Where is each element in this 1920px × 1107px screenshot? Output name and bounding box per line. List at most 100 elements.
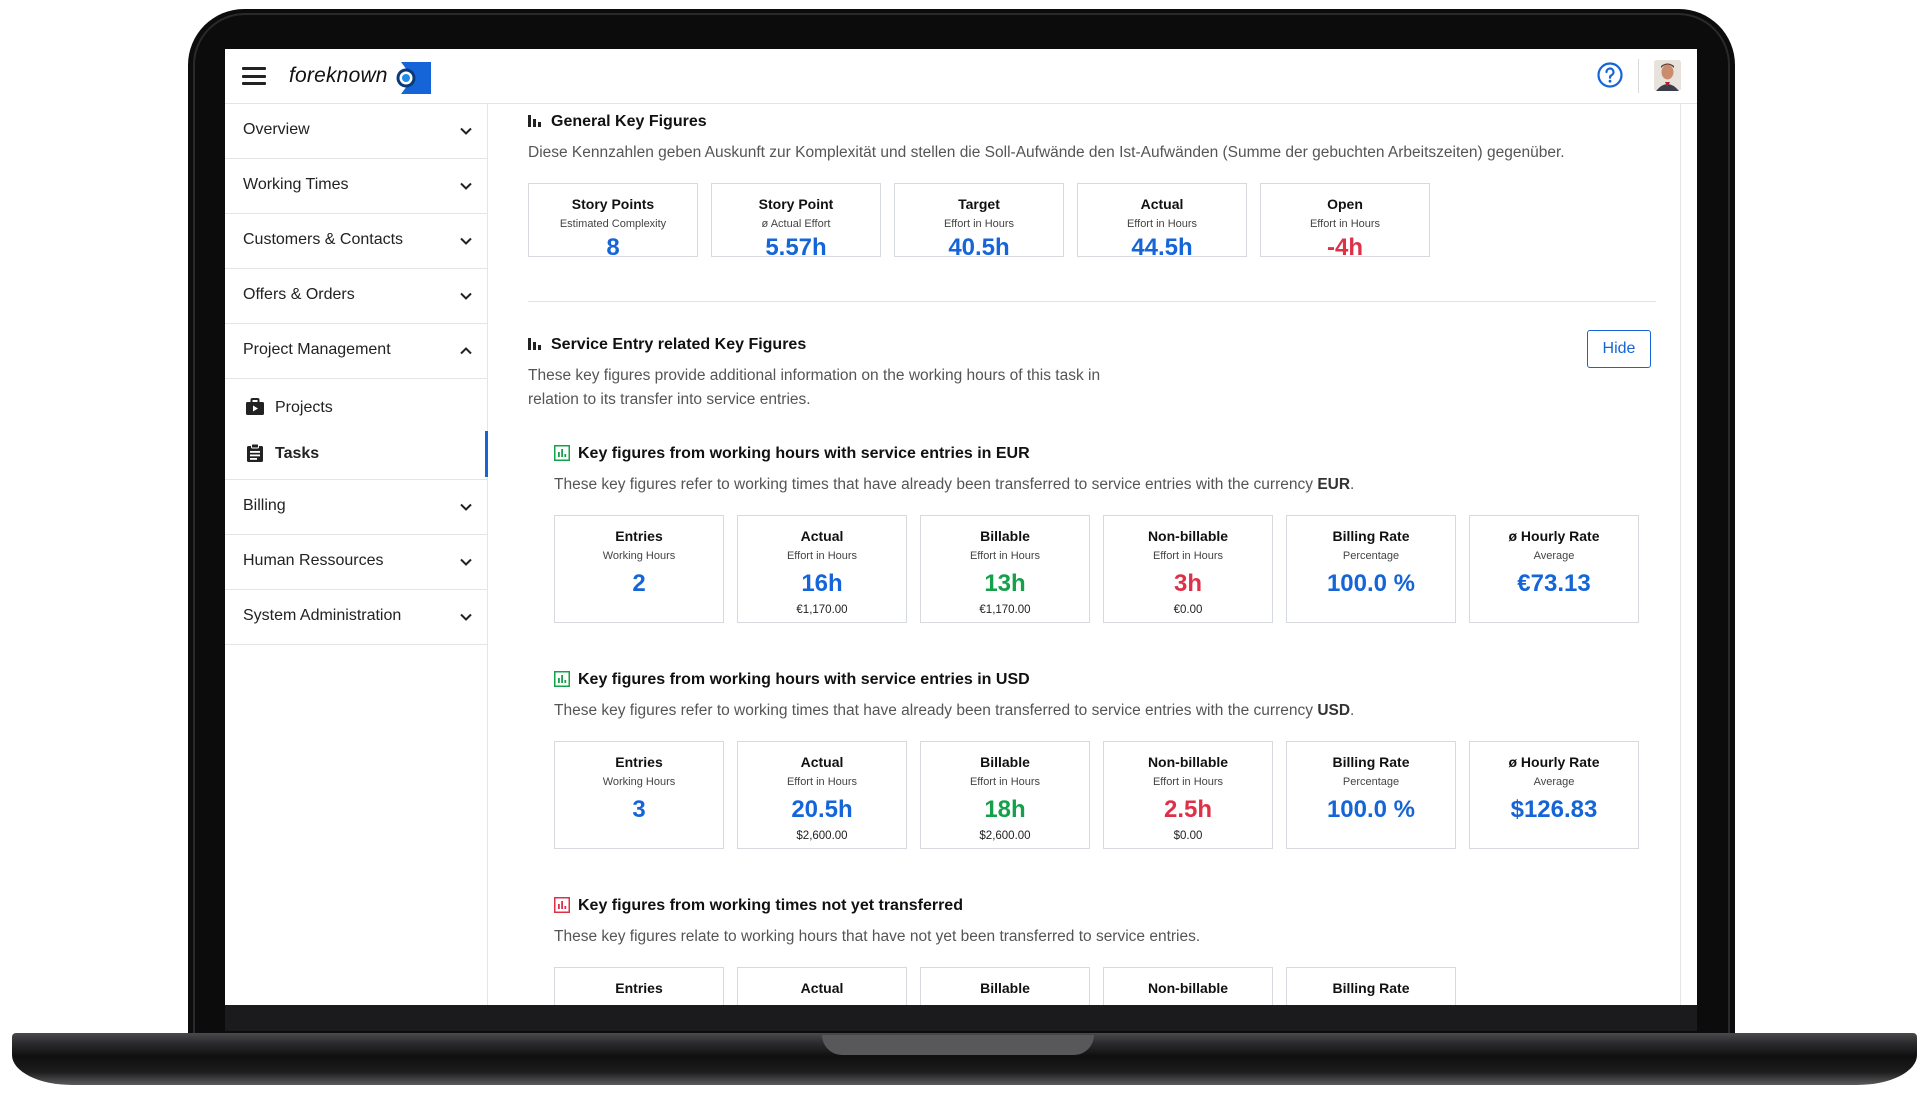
kpi-card-eur-actual: Actual Effort in Hours 16h €1,170.00 xyxy=(737,515,907,623)
kpi-card-pending-non-billable: Non-billable xyxy=(1103,967,1273,1005)
usd-key-figures-title: Key figures from working hours with serv… xyxy=(554,671,1030,689)
project-management-submenu: Projects Tasks xyxy=(225,379,488,480)
kpi-value: 5.57h xyxy=(765,234,827,261)
kpi-title: Billing Rate xyxy=(1332,528,1410,544)
pending-key-figures-title: Key figures from working times not yet t… xyxy=(554,897,963,915)
kpi-value: 3h xyxy=(1173,570,1202,597)
bar-chart-icon xyxy=(528,338,541,350)
kpi-subtitle: Effort in Hours xyxy=(969,776,1041,788)
sidebar-item-label: System Administration xyxy=(243,607,402,624)
sidebar-item-overview[interactable]: Overview xyxy=(225,104,487,159)
kpi-card-eur-hourly-rate: ø Hourly Rate Average €73.13 xyxy=(1469,515,1639,623)
service-description-line2: relation to its transfer into service en… xyxy=(528,391,811,408)
chevron-up-icon xyxy=(460,347,472,355)
chevron-down-icon xyxy=(460,558,472,566)
sidebar-item-system-administration[interactable]: System Administration xyxy=(225,590,487,645)
kpi-value: 100.0 % xyxy=(1326,570,1416,597)
projects-icon xyxy=(246,398,264,415)
kpi-amount: €0.00 xyxy=(1173,604,1203,616)
chart-box-red-icon xyxy=(554,897,570,913)
kpi-card-usd-hourly-rate: ø Hourly Rate Average $126.83 xyxy=(1469,741,1639,849)
kpi-amount: €1,170.00 xyxy=(796,604,848,616)
kpi-title: Actual xyxy=(800,528,844,544)
service-key-figures-title: Service Entry related Key Figures xyxy=(528,336,806,354)
kpi-value: 20.5h xyxy=(791,796,853,823)
kpi-value: 18h xyxy=(984,796,1026,823)
top-bar: foreknown xyxy=(225,49,1697,104)
kpi-card-eur-non-billable: Non-billable Effort in Hours 3h €0.00 xyxy=(1103,515,1273,623)
help-icon[interactable] xyxy=(1597,62,1623,88)
kpi-subtitle: ø Actual Effort xyxy=(761,218,831,230)
scrollbar[interactable] xyxy=(1680,104,1697,1005)
hide-button[interactable]: Hide xyxy=(1587,330,1651,368)
kpi-amount: $2,600.00 xyxy=(979,830,1031,842)
general-key-figures-title: General Key Figures xyxy=(528,113,707,131)
kpi-subtitle: Effort in Hours xyxy=(1152,776,1224,788)
chevron-down-icon xyxy=(460,237,472,245)
chevron-down-icon xyxy=(460,503,472,511)
kpi-title: Entries xyxy=(615,754,663,770)
header-separator xyxy=(1638,59,1639,93)
kpi-subtitle: Estimated Complexity xyxy=(559,218,667,230)
sidebar: Overview Working Times Customers & Conta… xyxy=(225,104,488,1005)
sidebar-item-offers-orders[interactable]: Offers & Orders xyxy=(225,269,487,324)
eur-currency-label: EUR xyxy=(1317,476,1351,493)
app-screen: foreknown Overview Working Times xyxy=(225,49,1697,1005)
kpi-value: 100.0 % xyxy=(1326,796,1416,823)
kpi-subtitle: Average xyxy=(1533,776,1575,788)
kpi-title: Billable xyxy=(980,528,1030,544)
logo-mark-icon xyxy=(396,62,431,94)
kpi-value: 13h xyxy=(984,570,1026,597)
chevron-down-icon xyxy=(460,127,472,135)
sidebar-item-project-management[interactable]: Project Management xyxy=(225,324,487,379)
kpi-value: 16h xyxy=(801,570,843,597)
service-description: These key figures provide additional inf… xyxy=(528,364,1228,412)
kpi-card-usd-billable: Billable Effort in Hours 18h $2,600.00 xyxy=(920,741,1090,849)
kpi-value: $126.83 xyxy=(1510,796,1598,823)
kpi-value: 3 xyxy=(632,796,646,823)
kpi-title: Story Points xyxy=(571,196,655,212)
section-divider xyxy=(528,301,1656,302)
kpi-subtitle: Effort in Hours xyxy=(786,550,858,562)
kpi-card-eur-billable: Billable Effort in Hours 13h €1,170.00 xyxy=(920,515,1090,623)
sidebar-item-label: Customers & Contacts xyxy=(243,231,404,248)
kpi-subtitle: Percentage xyxy=(1342,776,1400,788)
sidebar-subitem-tasks[interactable]: Tasks xyxy=(225,431,488,477)
sidebar-item-label: Project Management xyxy=(243,341,391,358)
service-description-line1: These key figures provide additional inf… xyxy=(528,367,1101,384)
kpi-title: Billing Rate xyxy=(1332,754,1410,770)
menu-icon[interactable] xyxy=(242,67,266,85)
pending-description: These key figures relate to working hour… xyxy=(554,928,1201,945)
chart-box-green-icon xyxy=(554,671,570,687)
sidebar-item-label: Human Ressources xyxy=(243,552,384,569)
kpi-title: Billing Rate xyxy=(1332,980,1410,996)
usd-description: These key figures refer to working times… xyxy=(554,699,1654,723)
kpi-card-story-point-effort: Story Point ø Actual Effort 5.57h xyxy=(711,183,881,261)
sidebar-item-human-ressources[interactable]: Human Ressources xyxy=(225,535,487,590)
kpi-subtitle: Working Hours xyxy=(602,776,676,788)
sidebar-item-customers-contacts[interactable]: Customers & Contacts xyxy=(225,214,487,269)
usd-title-text: Key figures from working hours with serv… xyxy=(578,671,1030,688)
sidebar-subitem-projects[interactable]: Projects xyxy=(225,385,487,431)
kpi-subtitle: Effort in Hours xyxy=(1126,218,1198,230)
main-content: General Key Figures Diese Kennzahlen geb… xyxy=(488,104,1697,1005)
sidebar-item-billing[interactable]: Billing xyxy=(225,480,487,535)
kpi-value: €73.13 xyxy=(1517,570,1591,597)
kpi-title: Story Point xyxy=(758,196,834,212)
kpi-value: 8 xyxy=(606,234,620,261)
kpi-title: Target xyxy=(958,196,1000,212)
kpi-title: Billable xyxy=(980,980,1030,996)
kpi-title: Billable xyxy=(980,754,1030,770)
kpi-subtitle: Effort in Hours xyxy=(1309,218,1381,230)
kpi-amount: $0.00 xyxy=(1173,830,1203,842)
chevron-down-icon xyxy=(460,182,472,190)
kpi-subtitle: Effort in Hours xyxy=(943,218,1015,230)
sidebar-item-working-times[interactable]: Working Times xyxy=(225,159,487,214)
kpi-title: Non-billable xyxy=(1147,980,1229,996)
kpi-value: 2 xyxy=(632,570,646,597)
kpi-title: Entries xyxy=(615,980,663,996)
sidebar-subitem-label: Projects xyxy=(275,399,333,416)
general-title-text: General Key Figures xyxy=(551,113,707,130)
sidebar-item-label: Offers & Orders xyxy=(243,286,355,303)
avatar[interactable] xyxy=(1654,60,1681,91)
